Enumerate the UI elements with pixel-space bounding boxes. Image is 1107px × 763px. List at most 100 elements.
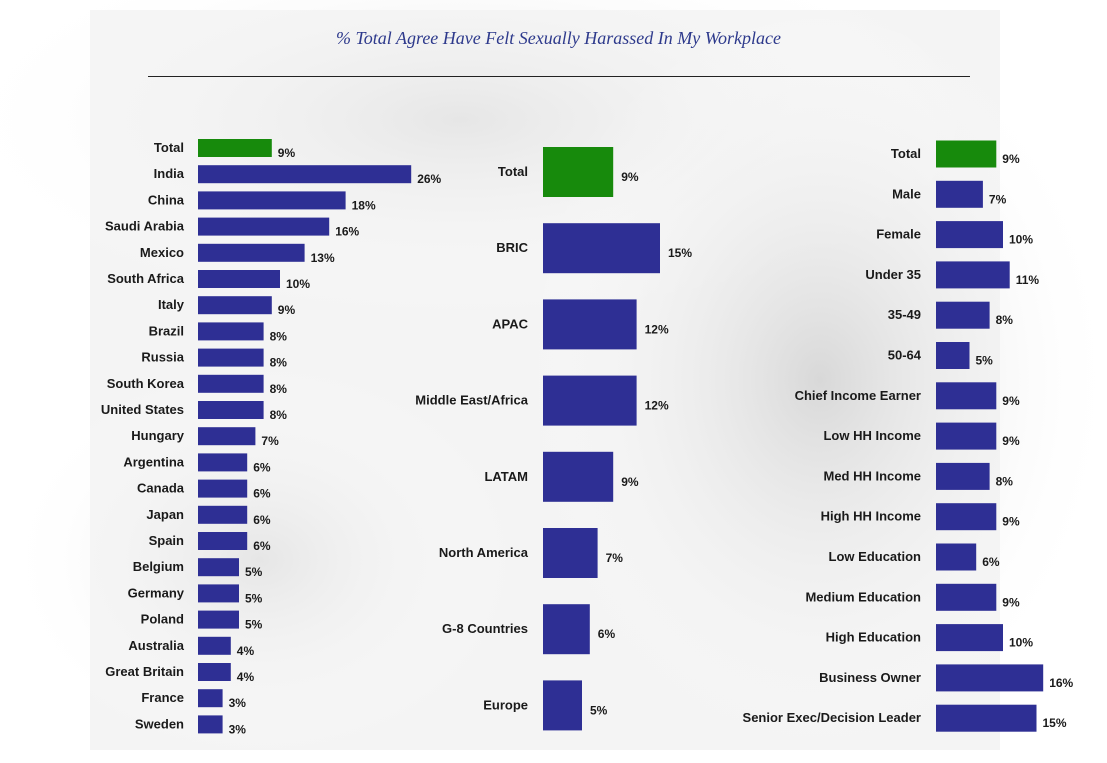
bar — [198, 217, 330, 236]
bar — [198, 453, 248, 472]
category-label: High HH Income — [821, 509, 921, 524]
category-label: Russia — [141, 350, 184, 365]
category-label: Great Britain — [105, 664, 184, 679]
value-label: 6% — [253, 460, 271, 474]
value-label: 18% — [352, 198, 376, 212]
total-bar — [543, 147, 614, 197]
category-label: BRIC — [496, 240, 528, 255]
value-label: 4% — [237, 644, 255, 658]
bar — [198, 663, 231, 681]
value-label: 26% — [417, 172, 441, 186]
bar — [198, 243, 305, 262]
total-bar — [198, 139, 272, 157]
value-label: 9% — [278, 303, 296, 317]
category-label: Sweden — [135, 716, 184, 731]
bar — [936, 624, 1003, 652]
value-label: 6% — [253, 539, 271, 553]
value-label: 8% — [996, 474, 1014, 488]
category-label: Poland — [141, 612, 184, 627]
category-label: Med HH Income — [823, 468, 921, 483]
category-label: High Education — [826, 630, 921, 645]
bar — [936, 462, 990, 490]
category-label: Australia — [128, 638, 184, 653]
value-label: 9% — [1002, 595, 1020, 609]
category-label: Low HH Income — [823, 428, 921, 443]
category-label: France — [141, 690, 184, 705]
category-label: Total — [891, 146, 921, 161]
category-label: Middle East/Africa — [415, 393, 528, 408]
bar — [198, 715, 223, 734]
category-label: Hungary — [131, 428, 185, 443]
bar — [198, 270, 280, 288]
category-label: Argentina — [123, 454, 184, 469]
category-label: Japan — [146, 507, 184, 522]
bar — [543, 528, 598, 578]
category-label: Mexico — [140, 245, 184, 260]
value-label: 7% — [989, 192, 1007, 206]
value-label: 8% — [270, 356, 288, 370]
category-label: Saudi Arabia — [105, 219, 185, 234]
chart-title: % Total Agree Have Felt Sexually Harasse… — [335, 28, 782, 48]
value-label: 4% — [237, 670, 255, 684]
value-label: 15% — [1043, 716, 1067, 730]
bar — [198, 479, 248, 498]
value-label: 9% — [621, 170, 639, 184]
value-label: 16% — [335, 225, 359, 239]
category-label: G-8 Countries — [442, 621, 528, 636]
bar — [936, 301, 990, 329]
bar — [936, 543, 977, 571]
value-label: 9% — [278, 146, 296, 160]
value-label: 11% — [1016, 273, 1040, 287]
category-label: China — [148, 192, 185, 207]
category-label: Male — [892, 186, 921, 201]
bar — [198, 348, 264, 367]
bar — [543, 299, 637, 350]
category-label: North America — [439, 545, 529, 560]
bar — [936, 180, 983, 208]
category-label: 35-49 — [888, 307, 921, 322]
total-bar — [936, 140, 997, 168]
value-label: 10% — [1009, 636, 1033, 650]
bar — [936, 664, 1044, 692]
category-label: Medium Education — [805, 589, 921, 604]
bar — [936, 342, 970, 369]
category-label: South Africa — [107, 271, 185, 286]
category-label: Spain — [149, 533, 184, 548]
category-label: United States — [101, 402, 184, 417]
category-label: 50-64 — [888, 348, 922, 363]
bar — [543, 451, 614, 502]
bar — [198, 636, 231, 655]
bar — [198, 191, 346, 210]
bar — [198, 401, 264, 419]
bar-chart-country: Total 9% India 26% China 18% Saudi Arabia 16% Me… — [101, 139, 442, 736]
value-label: 6% — [982, 555, 1000, 569]
category-label: Total — [498, 164, 528, 179]
category-label: Brazil — [149, 323, 184, 338]
value-label: 15% — [668, 246, 692, 260]
value-label: 9% — [1002, 152, 1020, 166]
value-label: 9% — [1002, 394, 1020, 408]
value-label: 7% — [606, 551, 624, 565]
value-label: 9% — [1002, 434, 1020, 448]
bar — [936, 382, 997, 410]
title-divider — [148, 76, 970, 77]
category-label: Italy — [158, 297, 185, 312]
category-label: Belgium — [133, 559, 184, 574]
value-label: 16% — [1049, 676, 1073, 690]
bar — [198, 610, 239, 629]
value-label: 8% — [996, 313, 1014, 327]
category-label: Canada — [137, 481, 185, 496]
bar — [936, 261, 1010, 289]
category-label: India — [154, 166, 185, 181]
value-label: 5% — [245, 565, 263, 579]
bar-chart-region: Total 9% BRIC 15% APAC 12% Middle East/Africa 1… — [415, 147, 692, 731]
bar — [198, 296, 272, 315]
value-label: 3% — [229, 722, 247, 736]
value-label: 5% — [590, 703, 608, 717]
value-label: 10% — [1009, 233, 1033, 247]
category-label: Under 35 — [865, 267, 921, 282]
category-label: Europe — [483, 697, 528, 712]
bar — [936, 422, 997, 450]
category-label: APAC — [492, 316, 528, 331]
